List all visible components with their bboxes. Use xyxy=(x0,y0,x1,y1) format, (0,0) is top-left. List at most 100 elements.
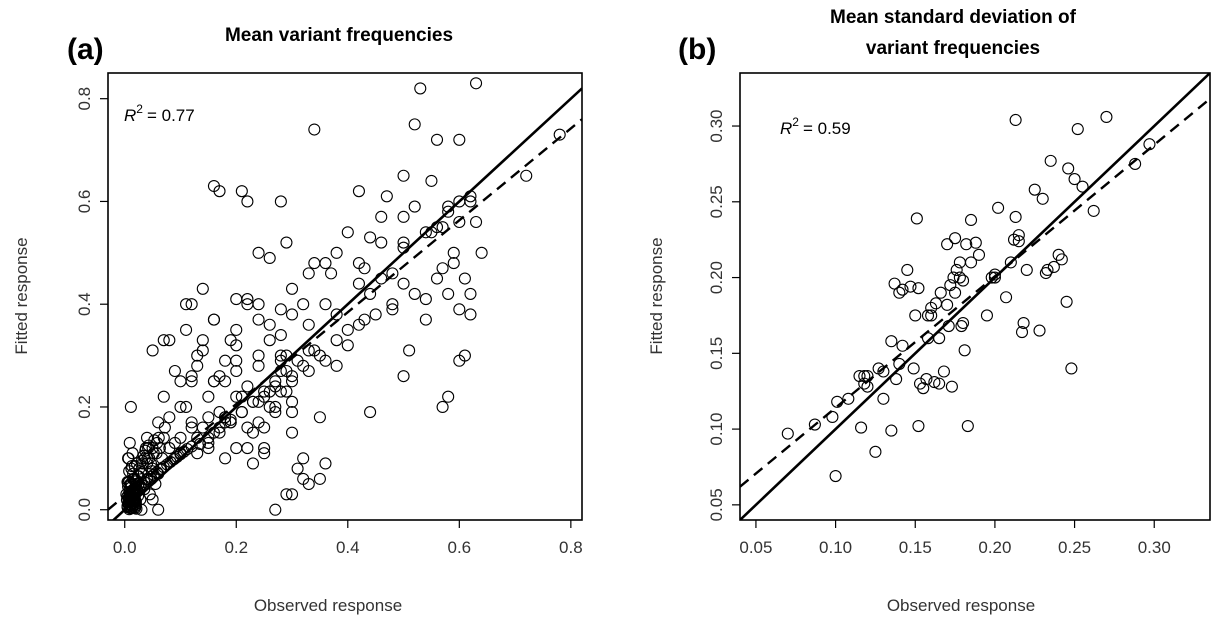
panel-a-data-point xyxy=(135,503,148,516)
panel-a-data-point xyxy=(252,349,265,362)
panel-a-data-point xyxy=(224,416,237,429)
panel-b-data-point xyxy=(933,377,946,390)
panel-a-data-point xyxy=(430,272,444,285)
panel-a-data-point xyxy=(180,298,193,311)
panel-b-y-tick-label: 0.20 xyxy=(707,261,726,294)
panel-b-data-point xyxy=(1007,233,1021,246)
panel-a-data-point xyxy=(375,210,388,223)
panel-a-data-point xyxy=(330,308,343,321)
panel-b-data-point xyxy=(831,395,844,408)
panel-a-data-point xyxy=(196,334,209,347)
panel-b-x-tick-label: 0.20 xyxy=(978,538,1011,557)
panel-a-y-tick-label: 0.2 xyxy=(75,395,94,419)
panel-a-data-point xyxy=(246,395,260,408)
panel-a-data-point xyxy=(224,413,237,426)
panel-a-data-point xyxy=(397,236,410,249)
panel-a-data-point xyxy=(408,200,421,213)
panel-a-data-point xyxy=(230,364,243,378)
panel-a-data-point xyxy=(230,323,243,336)
panel-b-data-point xyxy=(958,344,971,357)
panel-a-data-point xyxy=(285,375,299,388)
panel-a-r2-value: = 0.77 xyxy=(147,106,195,125)
panel-a-data-point xyxy=(185,416,198,429)
panel-a-data-point xyxy=(425,226,438,239)
panel-a-data-point xyxy=(447,257,460,270)
panel-a-data-point xyxy=(469,215,483,229)
panel-b-data-point xyxy=(877,365,890,378)
panel-a-data-point xyxy=(386,298,399,311)
panel-b-data-point xyxy=(1000,291,1013,304)
panel-a-data-point xyxy=(191,359,204,372)
panel-a-data-point xyxy=(274,364,287,378)
panel-a-data-point xyxy=(453,215,466,229)
panel-a-data-point xyxy=(313,349,326,362)
panel-a-data-point xyxy=(157,390,170,403)
panel-a-data-point xyxy=(219,375,232,388)
panel-a-data-point xyxy=(274,349,287,362)
panel-a-label: (a) xyxy=(67,33,104,66)
panel-b-data-point xyxy=(960,238,973,251)
panel-b-data-point xyxy=(944,279,957,292)
panel-b-data-point xyxy=(917,382,930,395)
panel-b-data-point xyxy=(1047,260,1060,274)
panel-b-data-point xyxy=(950,263,963,277)
panel-a-data-point xyxy=(230,390,243,403)
panel-a-data-point xyxy=(152,416,165,429)
panel-b-data-point xyxy=(855,421,868,434)
panel-a-data-point xyxy=(319,257,332,270)
panel-b-data-point xyxy=(912,420,925,433)
panel-b-data-point xyxy=(964,256,978,269)
panel-a-x-tick-label: 0.4 xyxy=(336,538,360,557)
panel-a-data-point xyxy=(258,442,271,455)
panel-a-data-point xyxy=(464,287,477,300)
panel-b-y-tick-label: 0.05 xyxy=(707,488,726,521)
panel-a-data-point xyxy=(553,128,566,141)
panel-a-data-point xyxy=(302,477,315,491)
panel-a-data-point xyxy=(313,472,326,485)
panel-a-data-point xyxy=(191,447,204,460)
panel-b-data-point xyxy=(896,283,909,296)
panel-a-data-point xyxy=(241,421,254,434)
panel-a-data-point xyxy=(453,195,466,208)
panel-a-data-point xyxy=(297,452,310,465)
panel-b-data-point xyxy=(921,309,935,322)
panel-a-plot: 0.0 0.2 0.4 0.6 0.8 0.0 0.2 0.4 0.6 0.8 xyxy=(75,72,583,557)
panel-b-data-point xyxy=(937,365,950,378)
panel-a-data-point xyxy=(352,318,365,331)
panel-a-data-point xyxy=(123,436,136,449)
panel-a-data-point xyxy=(263,334,276,347)
panel-a-y-tick-label: 0.0 xyxy=(75,498,94,522)
panel-a-data-point xyxy=(202,442,215,455)
panel-a-data-point xyxy=(397,370,410,383)
panel-b-data-point xyxy=(877,392,890,405)
panel-a-dashed-fit-line xyxy=(108,118,582,511)
panel-a-data-point xyxy=(213,426,226,439)
panel-a-data-point xyxy=(308,123,321,136)
panel-b-y-tick-label: 0.15 xyxy=(707,337,726,370)
panel-a-data-point xyxy=(364,406,377,419)
panel-a-data-point xyxy=(280,488,293,501)
panel-b-data-point xyxy=(949,286,962,299)
panel-b-data-point xyxy=(925,301,938,314)
panel-b-data-point xyxy=(1036,192,1049,205)
panel-a-data-point xyxy=(453,354,466,367)
panel-a-data-point xyxy=(174,375,187,388)
panel-a-data-point xyxy=(124,400,137,414)
panel-a-data-point xyxy=(163,334,176,347)
panel-b-data-point xyxy=(953,271,966,284)
panel-a-data-point xyxy=(319,298,332,311)
panel-a-data-point xyxy=(252,246,265,259)
panel-a-data-point xyxy=(140,457,154,470)
panel-a-data-point xyxy=(185,298,198,311)
panel-b-data-point xyxy=(893,357,906,370)
panel-b-data-point xyxy=(992,201,1005,214)
panel-b-data-point xyxy=(957,316,970,330)
panel-a-data-point xyxy=(447,246,460,259)
panel-b-data-point xyxy=(941,238,954,251)
panel-b-data-point xyxy=(890,373,903,386)
panel-b-dashed-fit-line xyxy=(740,97,1210,488)
panel-b-data-point xyxy=(1017,316,1030,330)
panel-b-data-point xyxy=(933,332,946,345)
panel-b-label: (b) xyxy=(678,33,716,66)
